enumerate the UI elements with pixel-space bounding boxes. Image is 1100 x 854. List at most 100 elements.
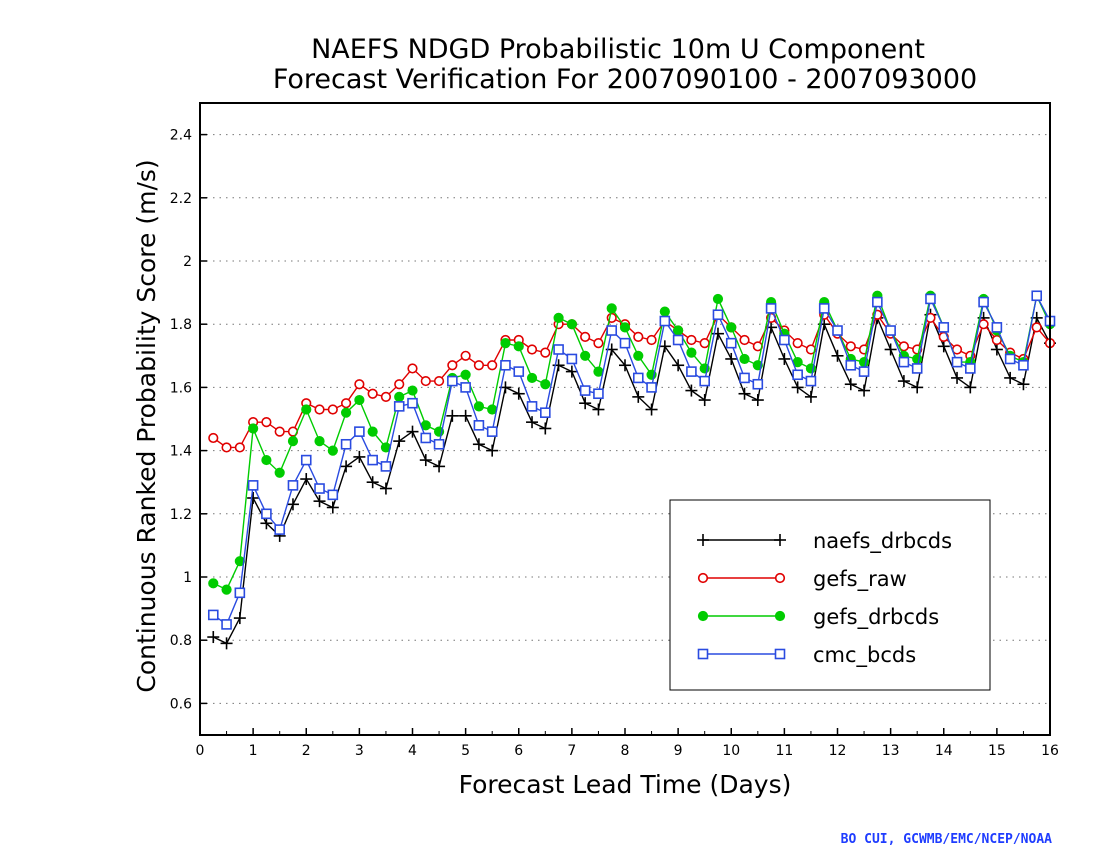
x-tick-label-13: 13 — [882, 743, 900, 759]
point-gefs_raw-10 — [340, 398, 352, 409]
point-cmc_bcds-11 — [354, 426, 365, 437]
point-cmc_bcds-53 — [911, 363, 923, 374]
point-gefs_raw-2 — [234, 442, 245, 453]
point-cmc_bcds-50 — [872, 296, 883, 308]
point-naefs_drbcds-60 — [1004, 371, 1017, 384]
point-gefs_raw-14 — [394, 379, 405, 390]
point-gefs_drbcds-53 — [912, 353, 923, 365]
point-naefs_drbcds-29 — [592, 403, 605, 416]
point-gefs_drbcds-27 — [566, 319, 577, 330]
point-cmc_bcds-30 — [606, 325, 618, 336]
point-gefs_raw-1 — [221, 442, 232, 453]
point-gefs_drbcds-19 — [460, 369, 471, 380]
point-cmc_bcds-47 — [832, 325, 843, 336]
point-naefs_drbcds-39 — [725, 352, 738, 365]
series-line-gefs_drbcds — [213, 293, 1051, 591]
point-gefs_raw-8 — [314, 404, 325, 415]
point-gefs_raw-20 — [473, 360, 485, 371]
point-naefs_drbcds-37 — [698, 394, 711, 407]
y-tick-label-7: 2 — [183, 254, 192, 270]
point-cmc_bcds-6 — [287, 480, 299, 491]
point-gefs_drbcds-2 — [234, 556, 245, 567]
point-cmc_bcds-54 — [925, 293, 936, 305]
point-cmc_bcds-61 — [1018, 359, 1029, 371]
point-naefs_drbcds-57 — [964, 381, 977, 394]
point-gefs_raw-48 — [845, 341, 856, 352]
y-tick-label-2: 1 — [183, 570, 192, 586]
point-naefs_drbcds-13 — [379, 482, 392, 495]
point-naefs_drbcds-45 — [804, 390, 817, 403]
chart-title-line-2: Forecast Verification For 2007090100 - 2… — [273, 64, 977, 95]
point-cmc_bcds-26 — [553, 344, 564, 355]
point-naefs_drbcds-9 — [326, 501, 339, 514]
point-cmc_bcds-28 — [579, 385, 591, 396]
point-gefs_raw-24 — [526, 344, 538, 355]
point-gefs_drbcds-9 — [327, 445, 338, 456]
point-gefs_drbcds-8 — [314, 436, 325, 447]
x-tick-label-1: 1 — [249, 743, 258, 759]
point-naefs_drbcds-36 — [685, 384, 698, 397]
x-tick-label-9: 9 — [674, 743, 683, 759]
point-gefs_raw-19 — [460, 350, 471, 361]
point-cmc_bcds-36 — [686, 366, 697, 377]
point-gefs_drbcds-35 — [673, 325, 684, 336]
legend-label-gefs_drbcds: gefs_drbcds — [813, 605, 939, 630]
point-naefs_drbcds-1 — [220, 637, 233, 650]
x-tick-label-2: 2 — [302, 743, 311, 759]
point-cmc_bcds-5 — [274, 524, 285, 535]
point-cmc_bcds-42 — [765, 303, 777, 314]
point-gefs_drbcds-38 — [712, 293, 724, 305]
point-naefs_drbcds-16 — [419, 454, 432, 467]
point-cmc_bcds-55 — [938, 322, 950, 333]
legend-label-naefs_drbcds: naefs_drbcds — [813, 529, 952, 554]
legend-marker-start-cmc_bcds — [697, 648, 709, 660]
x-tick-label-10: 10 — [722, 743, 740, 759]
point-naefs_drbcds-6 — [286, 498, 299, 511]
point-cmc_bcds-7 — [300, 454, 312, 466]
point-gefs_raw-13 — [380, 391, 392, 402]
point-gefs_drbcds-10 — [340, 407, 352, 418]
x-tick-label-8: 8 — [621, 743, 630, 759]
legend-label-cmc_bcds: cmc_bcds — [813, 643, 916, 668]
point-gefs_raw-37 — [699, 338, 710, 349]
y-tick-label-9: 2.4 — [170, 128, 192, 144]
point-cmc_bcds-12 — [367, 454, 378, 466]
point-gefs_drbcds-32 — [633, 350, 644, 361]
point-gefs_drbcds-36 — [686, 347, 697, 358]
point-cmc_bcds-39 — [725, 337, 737, 349]
point-cmc_bcds-34 — [659, 315, 671, 327]
point-naefs_drbcds-32 — [632, 390, 645, 403]
point-gefs_raw-11 — [354, 379, 365, 390]
point-gefs_raw-25 — [540, 347, 551, 358]
x-tick-label-12: 12 — [829, 743, 847, 759]
point-naefs_drbcds-40 — [738, 387, 751, 400]
point-gefs_raw-28 — [580, 331, 591, 342]
point-naefs_drbcds-11 — [353, 450, 366, 463]
point-naefs_drbcds-28 — [579, 397, 592, 410]
point-gefs_drbcds-15 — [407, 385, 418, 396]
point-gefs_raw-32 — [633, 331, 644, 342]
x-tick-label-7: 7 — [567, 743, 576, 759]
y-tick-label-8: 2.2 — [170, 191, 192, 207]
credit-text: BO CUI, GCWMB/EMC/NCEP/NOAA — [840, 832, 1052, 847]
point-cmc_bcds-40 — [739, 372, 750, 384]
legend-marker-start-naefs_drbcds — [697, 534, 709, 546]
point-gefs_raw-4 — [261, 417, 272, 428]
point-naefs_drbcds-59 — [990, 343, 1003, 356]
y-tick-label-4: 1.4 — [170, 444, 192, 460]
point-cmc_bcds-19 — [460, 382, 471, 393]
point-cmc_bcds-57 — [965, 363, 976, 374]
point-naefs_drbcds-15 — [406, 425, 419, 438]
legend-marker-end-cmc_bcds — [774, 648, 786, 660]
point-gefs_raw-16 — [420, 375, 431, 387]
x-tick-label-4: 4 — [408, 743, 417, 759]
point-gefs_drbcds-26 — [553, 312, 564, 323]
point-gefs_raw-44 — [792, 338, 803, 349]
series-line-gefs_raw — [212, 313, 1051, 449]
point-gefs_drbcds-49 — [858, 357, 870, 368]
point-cmc_bcds-51 — [885, 325, 896, 336]
point-naefs_drbcds-21 — [486, 444, 499, 457]
point-gefs_drbcds-30 — [606, 303, 617, 314]
